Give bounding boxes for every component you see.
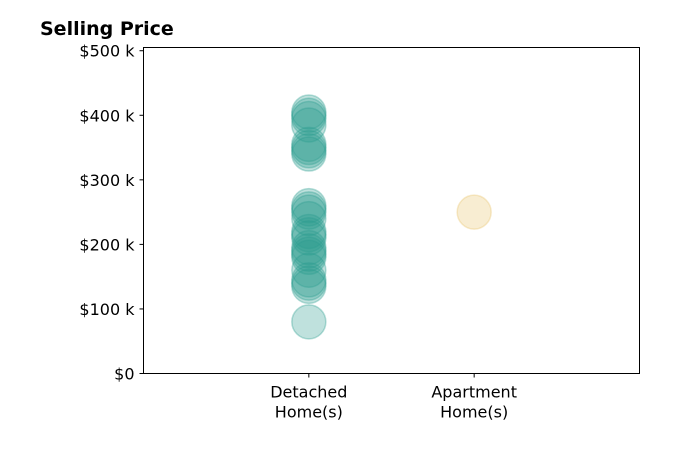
data-point — [291, 233, 327, 269]
data-point — [291, 268, 327, 305]
data-point — [291, 220, 327, 256]
data-point — [456, 194, 492, 230]
data-point — [291, 107, 327, 143]
y-tick-label: $500 k — [79, 42, 135, 61]
data-point — [291, 97, 327, 134]
y-tick-label: $100 k — [79, 300, 135, 319]
data-point — [291, 252, 327, 288]
data-point — [291, 304, 327, 340]
data-point — [291, 187, 327, 224]
data-point — [291, 236, 327, 272]
x-tick-label: Detached Home(s) — [270, 383, 347, 422]
data-point — [291, 126, 327, 163]
chart-title: Selling Price — [40, 18, 174, 40]
scatter-points — [291, 94, 492, 340]
data-point — [291, 94, 327, 130]
data-point — [291, 194, 327, 230]
y-axis: $0 $100 k $200 k $300 k $400 k $500 k — [79, 42, 144, 384]
y-tick-label: $200 k — [79, 235, 135, 254]
data-point — [291, 265, 327, 301]
y-tick-label: $400 k — [79, 106, 135, 125]
data-point — [291, 262, 327, 298]
data-point — [291, 239, 327, 276]
data-point — [291, 213, 327, 250]
data-point — [291, 133, 327, 169]
data-point — [291, 191, 327, 227]
y-tick-label: $0 — [114, 365, 134, 384]
data-point — [291, 229, 327, 266]
data-point — [291, 216, 327, 253]
data-point — [291, 100, 327, 137]
y-tick-label: $300 k — [79, 171, 135, 190]
x-tick-label: Apartment Home(s) — [431, 383, 517, 422]
x-axis: Detached Home(s) Apartment Home(s) — [270, 373, 517, 422]
data-point — [291, 136, 327, 172]
plot-frame — [143, 47, 640, 374]
data-point — [291, 129, 327, 166]
data-point — [291, 200, 327, 237]
